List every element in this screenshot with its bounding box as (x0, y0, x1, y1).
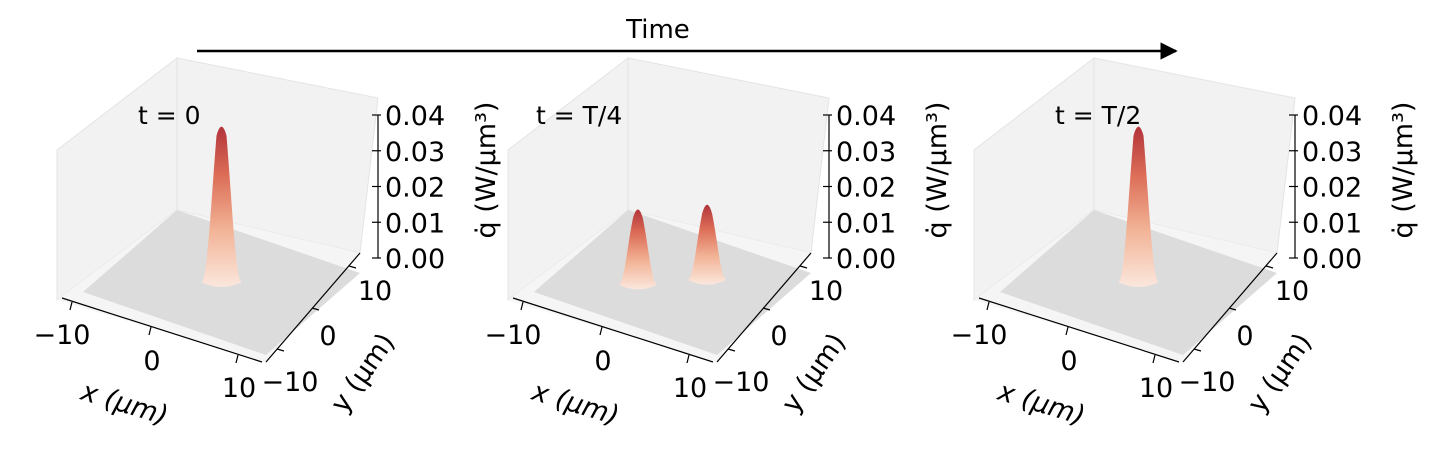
x-axis-label: x (μm) (993, 376, 1088, 432)
z-axis-label: q̇ (W/μm³) (922, 102, 953, 239)
y-tick (762, 307, 771, 311)
time-annotation: t = T/2 (1055, 101, 1141, 130)
x-axis-label: x (μm) (527, 376, 622, 432)
z-tick-label: 0.00 (1302, 244, 1362, 275)
x-tick (69, 301, 73, 311)
x-tick (148, 326, 152, 336)
peak-2 (618, 209, 657, 290)
x-tick (686, 354, 690, 364)
z-tick-label: 0.00 (385, 244, 445, 275)
x-tick-label: 0 (1060, 346, 1077, 377)
peak-1 (201, 126, 242, 287)
x-tick (986, 301, 990, 311)
y-tick-label: −10 (713, 367, 770, 398)
y-tick-label: −10 (1179, 367, 1236, 398)
z-tick-label: 0.04 (385, 101, 445, 132)
x-axis-line (978, 297, 1180, 363)
z-tick-label: 0.04 (1302, 101, 1362, 132)
y-tick (1193, 348, 1202, 352)
x-tick-label: 0 (594, 346, 611, 377)
z-tick-label: 0.02 (836, 173, 896, 204)
x-tick (1152, 354, 1156, 364)
x-axis-line (61, 297, 263, 363)
time-label: Time (625, 15, 690, 45)
x-tick-label: 10 (222, 373, 256, 404)
time-annotation: t = 0 (138, 101, 201, 130)
y-tick-label: 10 (809, 276, 843, 307)
y-tick (1228, 307, 1237, 311)
z-tick-label: 0.04 (836, 101, 896, 132)
y-tick (276, 348, 285, 352)
z-tick-label: 0.02 (1302, 173, 1362, 204)
y-tick-label: 10 (1275, 276, 1309, 307)
y-tick-label: 10 (358, 276, 392, 307)
peak-1 (1118, 126, 1159, 287)
x-tick (599, 326, 603, 336)
x-axis-line (512, 297, 714, 363)
x-axis-label: x (μm) (76, 376, 171, 432)
z-tick-label: 0.01 (836, 208, 896, 239)
y-tick-label: 0 (319, 321, 336, 352)
y-tick-label: −10 (262, 367, 319, 398)
y-tick-label: 0 (1236, 321, 1253, 352)
x-tick (1065, 326, 1069, 336)
y-axis-line (1182, 252, 1278, 363)
x-tick-label: −10 (485, 320, 542, 351)
x-tick (520, 301, 524, 311)
y-tick (311, 307, 320, 311)
z-axis-label: q̇ (W/μm³) (471, 102, 502, 239)
peak-1 (688, 204, 727, 285)
z-tick-label: 0.02 (385, 173, 445, 204)
y-tick (799, 265, 808, 269)
y-axis-line (716, 252, 812, 363)
surface-floor (534, 210, 811, 355)
y-tick (727, 348, 736, 352)
y-axis-line (265, 252, 361, 363)
y-tick (348, 265, 357, 269)
z-tick-label: 0.03 (385, 137, 445, 168)
z-tick-label: 0.03 (1302, 137, 1362, 168)
x-tick-label: 10 (673, 373, 707, 404)
time-annotation: t = T/4 (536, 101, 622, 130)
z-tick-label: 0.00 (836, 244, 896, 275)
x-tick-label: 10 (1139, 373, 1173, 404)
y-tick (1265, 265, 1274, 269)
z-tick-label: 0.01 (1302, 208, 1362, 239)
z-axis-label: q̇ (W/μm³) (1388, 102, 1419, 239)
z-tick-label: 0.03 (836, 137, 896, 168)
y-tick-label: 0 (770, 321, 787, 352)
z-tick-label: 0.01 (385, 208, 445, 239)
x-tick-label: −10 (34, 320, 91, 351)
x-tick-label: −10 (951, 320, 1008, 351)
x-tick-label: 0 (143, 346, 160, 377)
x-tick (235, 354, 239, 364)
